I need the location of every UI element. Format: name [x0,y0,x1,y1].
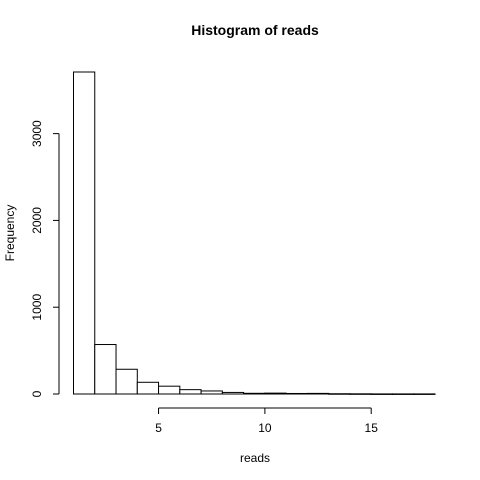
x-tick-label: 10 [258,421,272,435]
histogram-bar-12 [328,393,351,395]
histogram-bar-13 [349,393,372,395]
chart-title: Histogram of reads [191,22,319,38]
y-tick-label: 0 [30,390,44,397]
histogram-bar-14 [370,393,393,395]
x-tick-label: 15 [365,421,379,435]
histogram-bar-2 [115,368,138,395]
histogram-bar-7 [221,391,245,395]
x-axis: 5 10 15 [155,407,379,435]
histogram-bar-5 [179,389,202,395]
y-tick-label: 2000 [30,207,44,234]
y-tick-label: 3000 [30,120,44,147]
y-axis-label: Frequency [3,205,17,262]
bars-group [73,71,436,395]
histogram-bar-1 [94,344,117,395]
y-axis: 0 1000 2000 3000 [30,120,60,397]
x-axis-label: reads [240,451,270,465]
x-tick-label: 5 [155,421,162,435]
histogram-bar-16 [413,393,436,395]
histogram-bar-6 [200,390,223,395]
histogram-bar-10 [285,392,308,395]
histogram-bar-3 [136,381,160,395]
histogram-bar-15 [391,393,415,395]
histogram-bar-0 [73,71,96,395]
histogram-bar-9 [264,392,287,395]
y-tick-label: 1000 [30,294,44,321]
histogram-bar-11 [306,392,330,395]
histogram-bar-8 [243,392,266,395]
histogram-bar-4 [158,385,181,395]
